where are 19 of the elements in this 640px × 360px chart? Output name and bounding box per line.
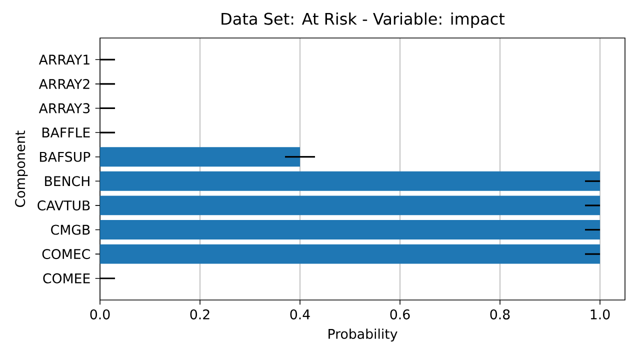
- x-tick-label: 0.2: [190, 309, 210, 320]
- x-tick-label: 0.4: [290, 309, 310, 320]
- x-axis-title: Probability: [328, 328, 398, 342]
- y-tick-label: BAFSUP: [40, 152, 90, 162]
- y-tick-label: COMEE: [43, 273, 90, 284]
- y-tick-label: ARRAY1: [38, 54, 90, 64]
- x-tick-label: 0.8: [490, 309, 510, 320]
- x-tick-label: 0.0: [90, 309, 110, 320]
- x-tick-label: 1.0: [590, 309, 610, 320]
- y-tick-label: ARRAY2: [38, 78, 90, 89]
- x-tick-label: 0.6: [390, 309, 410, 320]
- chart-title: Data Set: At Risk - Variable: impact: [222, 12, 505, 28]
- y-tick-label: ARRAY3: [38, 103, 90, 114]
- y-tick-label: BAFFLE: [42, 128, 90, 138]
- y-tick-label: CMGB: [51, 224, 90, 235]
- y-axis-title: Component: [15, 130, 28, 207]
- y-tick-label: COMEC: [42, 249, 90, 260]
- y-tick-label: BENCH: [45, 176, 90, 186]
- y-tick-label: CAVTUB: [38, 200, 90, 210]
